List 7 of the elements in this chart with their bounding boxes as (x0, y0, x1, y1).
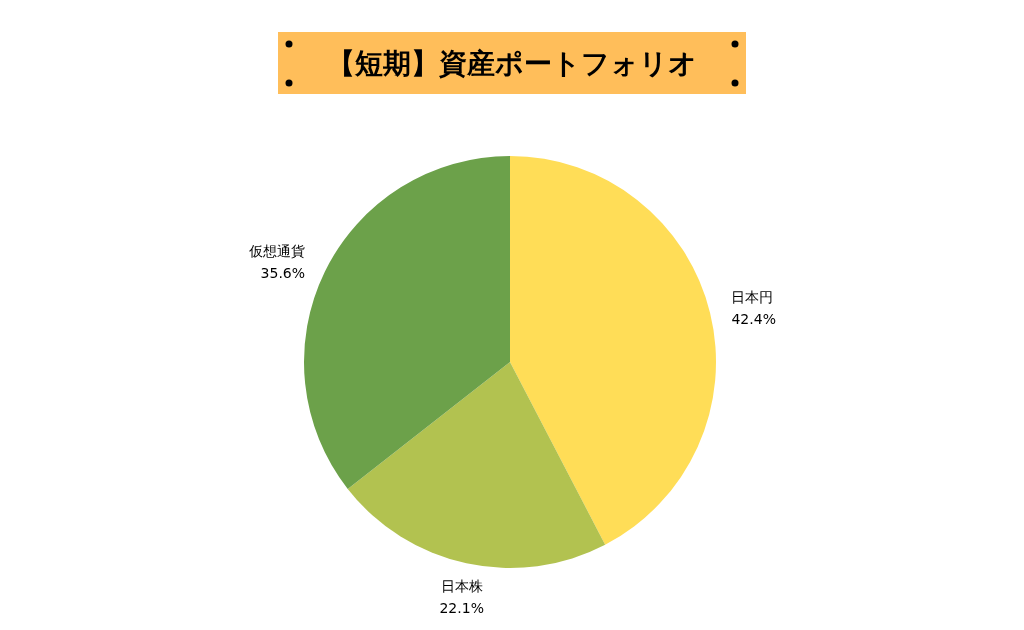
data-label: 22.1% (439, 599, 484, 616)
slice-label: 日本円 (731, 288, 774, 305)
slice-label: 仮想通貨 (248, 243, 306, 260)
data-label: 42.4% (731, 310, 776, 327)
data-label: 35.6% (260, 265, 306, 282)
chart-title: 【短期】資産ポートフォリオ (327, 47, 697, 80)
slice-label: 日本株 (440, 577, 483, 594)
